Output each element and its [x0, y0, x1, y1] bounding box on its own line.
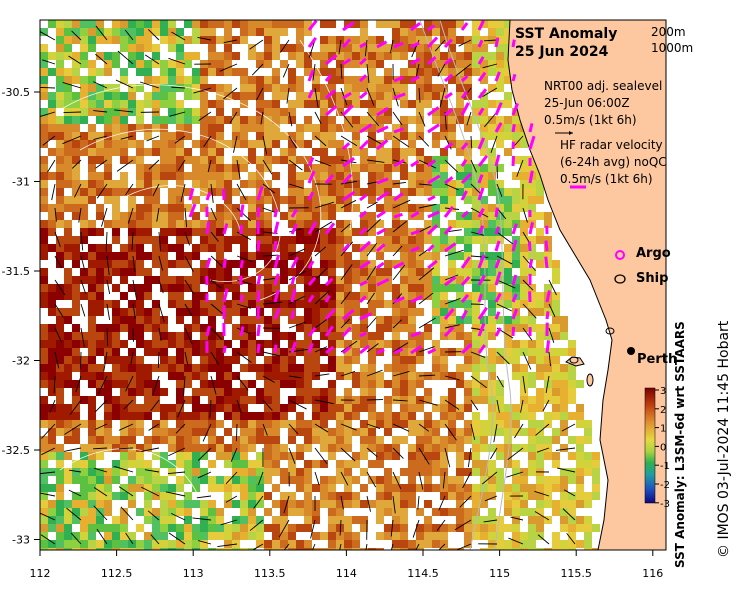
colorbar — [644, 387, 656, 504]
colorbar-tick-label: -2 — [660, 480, 670, 491]
x-tick-label: 115 — [489, 567, 510, 580]
sealevel-line-1: NRT00 adj. sealevel — [544, 79, 663, 93]
y-tick-label: -30.5 — [2, 86, 30, 99]
depth-label-1000m: 1000m — [651, 41, 694, 55]
sealevel-line-3: 0.5m/s (1kt 6h) — [544, 113, 637, 127]
y-tick-label: -31.5 — [2, 265, 30, 278]
bathymetry-contours — [419, 20, 512, 550]
y-tick-label: -32 — [12, 355, 30, 368]
x-tick-label: 115.5 — [560, 567, 592, 580]
ship-marker — [605, 327, 615, 335]
x-tick-label: 113 — [183, 567, 204, 580]
legend-ship-label: Ship — [636, 271, 669, 286]
y-axis: -30.5 -31 -31.5 -32 -32.5 -33 — [2, 86, 40, 547]
x-tick-label: 113.5 — [254, 567, 286, 580]
sealevel-velocity-vectors — [40, 25, 576, 550]
x-axis: 112 112.5 113 113.5 114 114.5 115 115.5 116 — [30, 550, 663, 580]
colorbar-tick-label: 2 — [660, 405, 666, 416]
y-tick-label: -31 — [12, 176, 30, 189]
title-line-1: SST Anomaly — [515, 26, 618, 42]
colorbar-tick-label: 3 — [660, 386, 666, 397]
sealevel-line-2: 25-Jun 06:00Z — [544, 96, 630, 110]
ship-legend-marker — [614, 274, 626, 284]
colorbar-ticks: 3 2 1 0 -1 -2 -3 — [655, 386, 670, 510]
ship-marker — [569, 356, 579, 364]
colorbar-label: SST Anomaly: L3SM-6d wrt SSTAARS — [673, 321, 687, 568]
hfradar-line-3: 0.5m/s (1kt 6h) — [560, 172, 653, 186]
colorbar-tick-label: -1 — [660, 461, 670, 472]
plot-frame — [39, 19, 667, 551]
depth-label-200m: 200m — [651, 25, 686, 39]
y-tick-label: -32.5 — [2, 444, 30, 457]
hfradar-line-2: (6-24h avg) noQC — [560, 155, 667, 169]
land-mass — [507, 20, 666, 550]
x-tick-label: 114 — [336, 567, 357, 580]
legend-argo-label: Argo — [636, 246, 671, 261]
colorbar-tick-label: -3 — [660, 499, 670, 510]
colorbar-tick-label: 0 — [660, 442, 666, 453]
x-tick-label: 116 — [642, 567, 663, 580]
hfradar-line-1: HF radar velocity — [560, 138, 663, 152]
map-title: SST Anomaly 25 Jun 2024 — [515, 25, 617, 61]
perth-label: Perth — [637, 352, 678, 367]
credit-text: © IMOS 03-Jul-2024 11:45 Hobart — [716, 320, 732, 558]
x-tick-label: 112.5 — [101, 567, 133, 580]
garden-island — [586, 373, 594, 387]
colorbar-tick-label: 1 — [660, 424, 666, 435]
hf-radar-velocity-vectors — [188, 20, 551, 355]
argo-legend-marker — [615, 250, 625, 260]
x-tick-label: 114.5 — [407, 567, 439, 580]
perth-marker — [627, 347, 635, 355]
sst-field — [40, 20, 666, 550]
y-tick-label: -33 — [12, 534, 30, 547]
title-line-2: 25 Jun 2024 — [515, 44, 609, 60]
x-tick-label: 112 — [30, 567, 51, 580]
